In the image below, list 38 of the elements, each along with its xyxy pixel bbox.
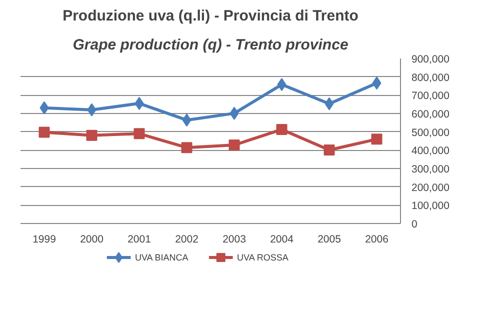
- point: [181, 142, 192, 154]
- x-tick-label: 2002: [175, 234, 199, 246]
- point: [86, 130, 98, 141]
- point: [372, 76, 382, 90]
- chart-subtitle: Grape production (q) - Trento province: [72, 36, 348, 54]
- point: [182, 114, 192, 127]
- point: [38, 126, 50, 138]
- y-tick-label: 200,000: [412, 182, 450, 194]
- y-tick-label: 900,000: [412, 54, 450, 66]
- point: [371, 134, 382, 145]
- legend-label: UVA ROSSA: [237, 252, 288, 262]
- x-tick-label: 1999: [32, 234, 56, 246]
- y-tick-label: 700,000: [412, 90, 450, 102]
- point: [276, 124, 288, 135]
- point: [228, 140, 240, 151]
- x-tick-label: 2004: [270, 234, 294, 246]
- legend-label: UVA BIANCA: [134, 252, 188, 262]
- point: [324, 144, 335, 156]
- point: [277, 78, 286, 92]
- y-tick-label: 800,000: [412, 72, 450, 84]
- y-tick-label: 500,000: [412, 126, 450, 139]
- y-tick-label: 100,000: [412, 200, 450, 212]
- point: [134, 96, 144, 110]
- x-tick-label: 2006: [365, 234, 389, 246]
- x-tick-label: 2000: [80, 234, 104, 246]
- point: [40, 101, 49, 114]
- y-tick-label: 0: [412, 218, 418, 230]
- chart-title: Produzione uva (q.li) - Provincia di Trento: [62, 8, 358, 24]
- x-tick-label: 2001: [128, 234, 152, 246]
- x-tick-label: 2005: [318, 234, 342, 246]
- point: [87, 103, 96, 116]
- point: [134, 128, 145, 140]
- y-tick-label: 600,000: [412, 108, 450, 120]
- y-tick-label: 400,000: [412, 145, 450, 158]
- point: [324, 97, 334, 110]
- point: [230, 106, 239, 120]
- y-tick-label: 300,000: [412, 164, 450, 176]
- x-tick-label: 2003: [222, 234, 246, 246]
